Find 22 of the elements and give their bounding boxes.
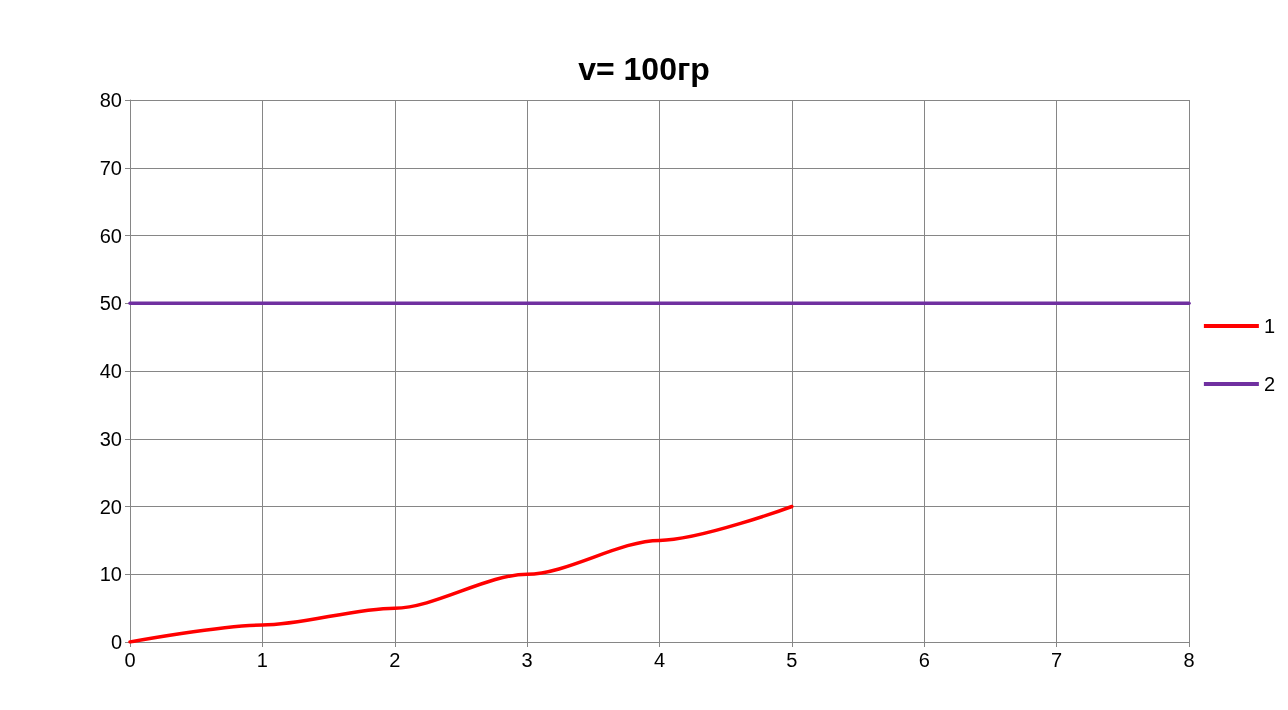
line-series	[128, 504, 794, 644]
x-tick-label: 8	[1183, 649, 1195, 671]
y-tick-label: 0	[110, 631, 122, 653]
y-tick-label: 60	[99, 224, 122, 247]
x-tick-label: 1	[256, 649, 268, 671]
chart-title: v= 100гр	[578, 51, 710, 87]
y-tick-label: 30	[99, 427, 122, 450]
y-tick-label: 70	[99, 156, 122, 179]
x-tick-label: 7	[1051, 649, 1063, 671]
y-tick-label: 20	[99, 495, 122, 518]
x-tick-label: 2	[389, 649, 401, 671]
x-tick-label: 0	[124, 649, 136, 671]
y-tick-label: 80	[99, 89, 122, 111]
legend-label: 1	[1263, 315, 1275, 337]
x-tick-label: 3	[521, 649, 533, 671]
x-tick-label: 5	[786, 649, 798, 671]
y-tick-label: 40	[99, 360, 122, 382]
x-tick-label: 6	[918, 649, 930, 671]
y-tick-label: 50	[99, 292, 122, 315]
y-tick-label: 10	[99, 563, 122, 586]
legend-label: 2	[1263, 373, 1275, 395]
x-tick-label: 4	[653, 649, 666, 671]
